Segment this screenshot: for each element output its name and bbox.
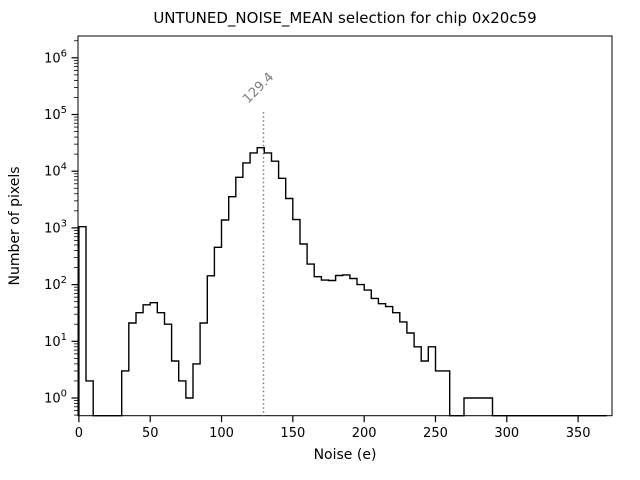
y-tick-label: 101	[44, 332, 67, 350]
x-axis-label: Noise (e)	[314, 447, 377, 463]
y-tick-label: 106	[44, 48, 67, 66]
vline-value-label: 129.4	[240, 70, 277, 107]
y-tick-label: 102	[44, 275, 67, 293]
x-tick-label: 200	[352, 426, 377, 441]
histogram-step-line	[78, 147, 607, 417]
y-axis-label: Number of pixels	[7, 166, 23, 285]
x-tick-label: 250	[423, 426, 448, 441]
x-axis-ticks: 0 50 100 150 200 250 300 350	[75, 415, 591, 441]
y-tick-label: 103	[44, 218, 67, 236]
x-tick-label: 0	[75, 426, 83, 441]
x-tick-label: 300	[494, 426, 519, 441]
y-tick-label: 105	[44, 105, 67, 123]
y-axis-ticks: 100 101 102 103 104 105 106	[44, 40, 78, 416]
plot-area	[77, 35, 613, 417]
y-tick-label: 104	[44, 162, 67, 180]
plot-title: UNTUNED_NOISE_MEAN selection for chip 0x…	[153, 9, 536, 28]
x-tick-label: 50	[142, 426, 159, 441]
y-tick-label: 100	[44, 389, 67, 407]
x-tick-label: 100	[209, 426, 234, 441]
x-tick-label: 350	[566, 426, 591, 441]
x-tick-label: 150	[280, 426, 305, 441]
